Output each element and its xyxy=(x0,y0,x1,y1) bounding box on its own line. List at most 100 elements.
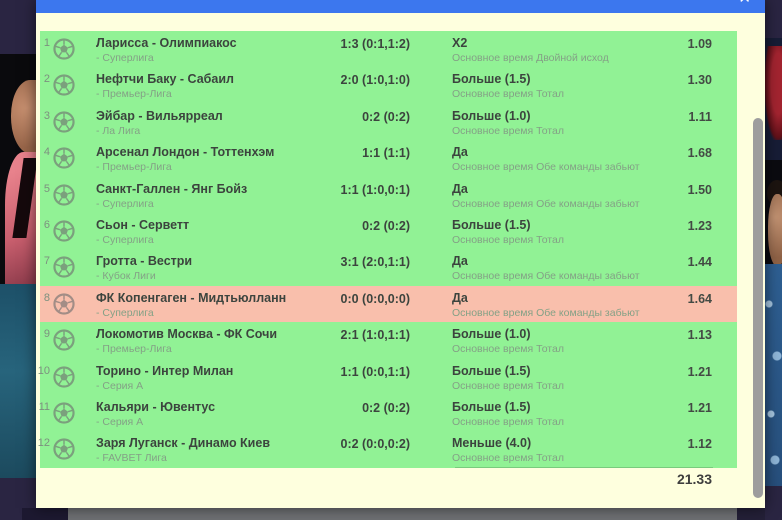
match-score: 1:1 (1:1) xyxy=(362,146,410,161)
soccer-ball-icon xyxy=(53,38,75,60)
match-title: Арсенал Лондон - Тоттенхэм xyxy=(96,145,275,160)
match-score: 1:3 (0:1,1:2) xyxy=(340,37,410,51)
bet-row[interactable]: 12 Заря Луганск - Динамо Киев - FAVBET Л… xyxy=(38,431,737,468)
match-info: Ларисса - Олимпиакос - Суперлига xyxy=(96,36,237,64)
league-label: - Премьер-Лига xyxy=(96,88,172,101)
bet-row[interactable]: 7 Гротта - Вестри - Кубок Лиги 3:1 (2:0,… xyxy=(40,249,737,286)
bet-row[interactable]: 10 Торино - Интер Милан - Серия А 1:1 (0… xyxy=(37,358,737,395)
bet-details-modal: ✕ 1 Ларисса - Олимпиакос - Суперлига 1:3 xyxy=(36,0,765,508)
soccer-ball-icon xyxy=(53,329,75,351)
row-number: 11 xyxy=(38,400,50,413)
bet-info: Да Основное время Обе команды забьют xyxy=(452,182,712,210)
league-label: - Суперлига xyxy=(96,233,154,246)
bet-type: Больше (1.5) xyxy=(452,217,531,232)
bet-detail: Основное время Тотал xyxy=(452,88,564,101)
match-title: Заря Луганск - Динамо Киев xyxy=(96,436,270,451)
bet-odds: 1.11 xyxy=(688,109,712,124)
soccer-ball-icon xyxy=(53,293,75,315)
row-number: 10 xyxy=(37,364,50,377)
match-info: Сьон - Серветт - Суперлига xyxy=(96,218,189,246)
soccer-ball-icon xyxy=(53,147,75,169)
bet-type: Больше (1.5) xyxy=(452,72,531,87)
bet-odds: 1.12 xyxy=(687,437,712,452)
match-title: Кальяри - Ювентус xyxy=(96,399,216,414)
bet-info: Больше (1.5) Основное время Тотал xyxy=(452,218,712,246)
row-number: 2 xyxy=(43,73,50,86)
league-label: - Ла Лига xyxy=(96,124,141,137)
match-info: ФК Копенгаген - Мидтьюлланн - Суперлига xyxy=(96,291,286,319)
match-info: Кальяри - Ювентус - Серия А xyxy=(96,400,215,428)
close-icon[interactable]: ✕ xyxy=(738,0,751,6)
background-artwork-left xyxy=(0,54,36,478)
soccer-ball-icon xyxy=(53,438,75,460)
bet-type: Больше (1.0) xyxy=(452,108,531,123)
match-score: 3:1 (2:0,1:1) xyxy=(340,255,410,270)
bet-odds: 1.30 xyxy=(687,73,712,88)
bet-odds: 1.23 xyxy=(687,218,712,233)
match-score: 1:1 (0:0,1:1) xyxy=(340,364,410,379)
bet-info: X2 Основное время Двойной исход xyxy=(452,36,712,64)
bet-detail: Основное время Обе команды забьют xyxy=(452,306,640,319)
bet-odds: 1.21 xyxy=(687,364,712,379)
match-info: Торино - Интер Милан - Серия А xyxy=(96,364,233,392)
soccer-ball-icon xyxy=(53,183,75,206)
bet-info: Больше (1.5) Основное время Тотал xyxy=(452,72,712,100)
background-page-strip-dark xyxy=(22,508,68,520)
bet-type: Да xyxy=(452,254,468,269)
bet-detail: Основное время Тотал xyxy=(452,452,564,465)
bet-odds: 1.64 xyxy=(687,291,712,306)
bet-info: Больше (1.5) Основное время Тотал xyxy=(452,400,712,428)
league-label: - Премьер-Лига xyxy=(96,343,172,356)
total-coefficient: 21.33 xyxy=(676,471,712,487)
league-label: - Суперлига xyxy=(96,306,154,319)
match-title: Санкт-Галлен - Янг Бойз xyxy=(96,181,248,196)
bet-type: Больше (1.5) xyxy=(452,363,531,378)
bet-row[interactable]: 4 Арсенал Лондон - Тоттенхэм - Премьер-Л… xyxy=(40,140,737,177)
bet-row[interactable]: 5 Санкт-Галлен - Янг Бойз - Суперлига 1:… xyxy=(40,176,737,213)
bet-info: Меньше (4.0) Основное время Тотал xyxy=(452,436,712,464)
bet-row[interactable]: 6 Сьон - Серветт - Суперлига 0:2 (0:2) Б… xyxy=(40,212,737,250)
row-number: 6 xyxy=(43,218,50,231)
match-title: Нефтчи Баку - Сабаил xyxy=(96,72,234,87)
bet-row[interactable]: 9 Локомотив Москва - ФК Сочи - Премьер-Л… xyxy=(40,322,737,359)
scrollbar-thumb[interactable] xyxy=(753,118,763,498)
row-number: 1 xyxy=(43,37,50,49)
bet-row[interactable]: 1 Ларисса - Олимпиакос - Суперлига 1:3 (… xyxy=(40,31,737,68)
match-title: ФК Копенгаген - Мидтьюлланн xyxy=(96,290,287,305)
soccer-ball-icon xyxy=(53,74,75,97)
bet-odds: 1.50 xyxy=(687,182,712,197)
bet-row[interactable]: 8 ФК Копенгаген - Мидтьюлланн - Суперлиг… xyxy=(40,285,737,323)
match-score: 1:1 (1:0,0:1) xyxy=(340,182,410,197)
match-score: 0:0 (0:0,0:0) xyxy=(340,291,410,306)
soccer-ball-icon xyxy=(53,365,75,388)
bet-detail: Основное время Тотал xyxy=(452,415,564,428)
league-label: - Серия А xyxy=(96,379,144,392)
bet-detail: Основное время Обе команды забьют xyxy=(452,161,640,174)
artwork-character-face xyxy=(768,194,782,266)
bet-info: Да Основное время Обе команды забьют xyxy=(452,291,712,319)
row-number: 3 xyxy=(43,109,50,122)
bet-type: Больше (1.0) xyxy=(452,327,531,342)
artwork-red-graffiti xyxy=(765,46,782,140)
artwork-character-head xyxy=(11,80,36,154)
bet-row[interactable]: 3 Эйбар - Вильярреал - Ла Лига 0:2 (0:2)… xyxy=(40,103,737,141)
bet-detail: Основное время Тотал xyxy=(452,343,564,356)
bet-row[interactable]: 11 Кальяри - Ювентус - Серия А 0:2 (0:2)… xyxy=(38,394,737,432)
league-label: - Суперлига xyxy=(96,52,154,64)
row-number: 4 xyxy=(43,146,50,159)
bet-type: Да xyxy=(452,145,468,160)
match-score: 0:2 (0:2) xyxy=(362,400,410,415)
match-title: Локомотив Москва - ФК Сочи xyxy=(96,327,278,342)
league-label: - Кубок Лиги xyxy=(96,270,156,283)
bet-row[interactable]: 2 Нефтчи Баку - Сабаил - Премьер-Лига 2:… xyxy=(40,67,737,104)
bet-odds: 1.44 xyxy=(687,255,712,270)
match-title: Торино - Интер Милан xyxy=(96,363,234,378)
background-artwork-right xyxy=(764,38,782,486)
modal-header: ✕ xyxy=(36,0,765,13)
bet-detail: Основное время Тотал xyxy=(452,233,564,246)
artwork-boat-scene xyxy=(0,284,36,478)
soccer-ball-icon xyxy=(53,402,75,424)
bet-info: Да Основное время Обе команды забьют xyxy=(452,254,712,282)
bet-type: Да xyxy=(452,181,468,196)
bet-odds: 1.68 xyxy=(687,146,712,161)
